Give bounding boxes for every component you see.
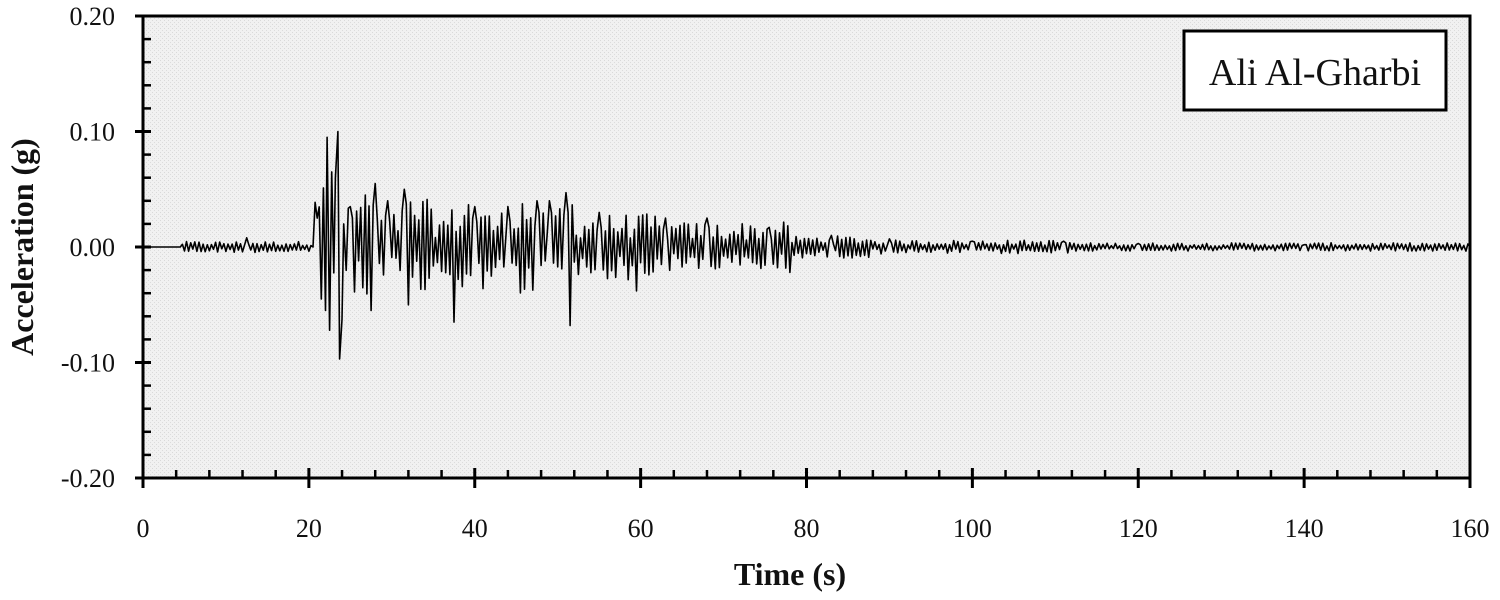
- x-tick-label: 160: [1451, 514, 1490, 543]
- x-tick-label: 0: [137, 514, 150, 543]
- acceleration-series-line: [143, 130, 1471, 360]
- x-tick-label: 100: [953, 514, 992, 543]
- x-tick-label: 40: [462, 514, 488, 543]
- x-tick-label: 20: [296, 514, 322, 543]
- y-tick-labels: 0.20 0.10 0.00 -0.10 -0.20: [61, 2, 115, 493]
- y-tick-label: 0.20: [70, 2, 116, 31]
- x-tick-label: 120: [1119, 514, 1158, 543]
- y-axis-title: Acceleration (g): [4, 138, 40, 356]
- y-tick-label: 0.10: [70, 118, 116, 147]
- x-axis-title: Time (s): [734, 556, 846, 592]
- y-tick-label: -0.10: [61, 349, 115, 378]
- x-tick-label: 80: [794, 514, 820, 543]
- y-tick-label: -0.20: [61, 464, 115, 493]
- legend-box: [1182, 29, 1448, 112]
- legend-label: Ali Al-Gharbi: [1209, 52, 1421, 94]
- x-tick-labels: 0 20 40 60 80 100 120 140 160: [137, 514, 1490, 543]
- y-tick-label: 0.00: [70, 233, 116, 262]
- plot-frame: [141, 14, 1472, 480]
- x-tick-label: 60: [628, 514, 654, 543]
- legend: Ali Al-Gharbi: [1182, 29, 1448, 112]
- x-tick-label: 140: [1285, 514, 1324, 543]
